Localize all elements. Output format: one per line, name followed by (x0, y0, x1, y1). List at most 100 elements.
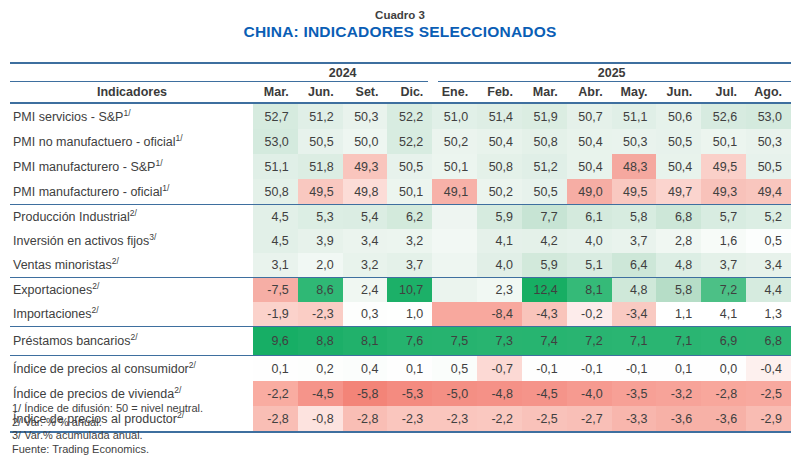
value-cell: 51,1 (612, 103, 657, 129)
value-cell: 50,1 (387, 179, 432, 205)
value-cell: 50,7 (567, 103, 612, 129)
value-cell: -4,5 (298, 381, 343, 406)
value-cell: 5,9 (522, 253, 567, 278)
value-cell: -7,5 (253, 278, 298, 303)
indicators-column-header: Indicadores (10, 82, 253, 104)
value-cell: -5,3 (387, 381, 432, 406)
page-title: CHINA: INDICADORES SELECCIONADOS (0, 23, 800, 41)
value-cell (432, 302, 477, 327)
value-cell: 51,0 (432, 103, 477, 129)
value-cell: 50,4 (656, 154, 701, 179)
value-cell: 50,4 (567, 129, 612, 154)
value-cell: 5,3 (298, 205, 343, 230)
value-cell: -2,8 (701, 381, 746, 406)
value-cell: 6,2 (387, 205, 432, 230)
table-row: Índice de precios al consumidor2/0,10,20… (10, 356, 791, 382)
indicator-label: Préstamos bancarios2/ (10, 327, 253, 356)
value-cell: 7,5 (432, 327, 477, 356)
value-cell: 50,3 (343, 103, 388, 129)
value-cell: 3,2 (387, 229, 432, 253)
value-cell: 0,3 (343, 302, 388, 327)
value-cell: 2,3 (477, 278, 522, 303)
value-cell: 53,0 (253, 129, 298, 154)
value-cell: 6,9 (701, 327, 746, 356)
month-column-header: Abr. (567, 82, 612, 104)
value-cell: 9,6 (253, 327, 298, 356)
indicator-label: PMI manufacturero - S&P1/ (10, 154, 253, 179)
value-cell: 3,7 (612, 229, 657, 253)
value-cell: -2,3 (387, 406, 432, 432)
value-cell: 2,4 (343, 278, 388, 303)
value-cell: -4,3 (522, 302, 567, 327)
value-cell: 50,4 (567, 154, 612, 179)
value-cell: 6,1 (567, 205, 612, 230)
value-cell: -2,7 (567, 406, 612, 432)
value-cell: -2,2 (477, 406, 522, 432)
document-page: Cuadro 3 CHINA: INDICADORES SELECCIONADO… (0, 0, 800, 472)
value-cell: 4,4 (746, 278, 791, 303)
value-cell: 0,1 (656, 356, 701, 382)
value-cell: 10,7 (387, 278, 432, 303)
value-cell: -3,3 (612, 406, 657, 432)
value-cell: 50,5 (746, 154, 791, 179)
value-cell: 2,0 (298, 253, 343, 278)
footnote-line: 1/ Índice de difusión: 50 = nivel neutra… (12, 402, 203, 416)
header-rule-gap (428, 76, 438, 82)
value-cell: 6,4 (612, 253, 657, 278)
value-cell: 5,7 (701, 205, 746, 230)
indicator-label: Índice de precios al consumidor2/ (10, 356, 253, 382)
indicator-label: PMI no manufactuero - oficial1/ (10, 129, 253, 154)
table-row: Exportaciones2/-7,58,62,410,72,312,48,14… (10, 278, 791, 303)
value-cell: 5,2 (746, 205, 791, 230)
table-row: Importaciones2/-1,9-2,30,31,0-8,4-4,3-0,… (10, 302, 791, 327)
value-cell: 51,8 (298, 154, 343, 179)
value-cell: 12,4 (522, 278, 567, 303)
value-cell: 4,0 (477, 253, 522, 278)
value-cell: 50,3 (746, 129, 791, 154)
value-cell: -0,2 (567, 302, 612, 327)
value-cell: 50,8 (253, 179, 298, 205)
value-cell: 7,2 (701, 278, 746, 303)
value-cell: 0,0 (701, 356, 746, 382)
value-cell: 49,5 (612, 179, 657, 205)
month-column-header: Mar. (253, 82, 298, 104)
month-header-row: Indicadores Mar.Jun.Set.Dic.Ene.Feb.Mar.… (10, 82, 791, 104)
value-cell: 8,8 (298, 327, 343, 356)
value-cell: 5,9 (477, 205, 522, 230)
value-cell: 2,8 (656, 229, 701, 253)
value-cell: 1,6 (701, 229, 746, 253)
indicator-label: Importaciones2/ (10, 302, 253, 327)
year-header-2025: 2025 (432, 63, 791, 82)
value-cell: 49,3 (343, 154, 388, 179)
value-cell: 52,2 (387, 103, 432, 129)
value-cell: 49,1 (432, 179, 477, 205)
value-cell: 1,3 (746, 302, 791, 327)
month-column-header: Dic. (387, 82, 432, 104)
value-cell: 49,5 (701, 154, 746, 179)
value-cell: 8,1 (567, 278, 612, 303)
value-cell: -5,0 (432, 381, 477, 406)
value-cell: 3,7 (387, 253, 432, 278)
value-cell: -5,8 (343, 381, 388, 406)
value-cell: -0,1 (522, 356, 567, 382)
value-cell: 51,9 (522, 103, 567, 129)
value-cell: -2,5 (522, 406, 567, 432)
value-cell: 50,8 (477, 154, 522, 179)
value-cell: 50,2 (432, 129, 477, 154)
value-cell: -1,9 (253, 302, 298, 327)
value-cell: 0,5 (746, 229, 791, 253)
indicator-label: Inversión en activos fijos3/ (10, 229, 253, 253)
value-cell: -3,2 (656, 381, 701, 406)
value-cell: 49,7 (656, 179, 701, 205)
value-cell: 8,6 (298, 278, 343, 303)
value-cell: 51,1 (253, 154, 298, 179)
year-header-row: 2024 2025 (10, 63, 791, 82)
month-column-header: Feb. (477, 82, 522, 104)
table-row: Préstamos bancarios2/9,68,88,17,67,57,37… (10, 327, 791, 356)
footnote-line: Fuente: Trading Economics. (12, 443, 203, 457)
table-caption: Cuadro 3 (0, 9, 800, 21)
value-cell: 3,4 (343, 229, 388, 253)
year-header-2024: 2024 (253, 63, 432, 82)
value-cell: 51,4 (477, 103, 522, 129)
value-cell: 7,1 (612, 327, 657, 356)
